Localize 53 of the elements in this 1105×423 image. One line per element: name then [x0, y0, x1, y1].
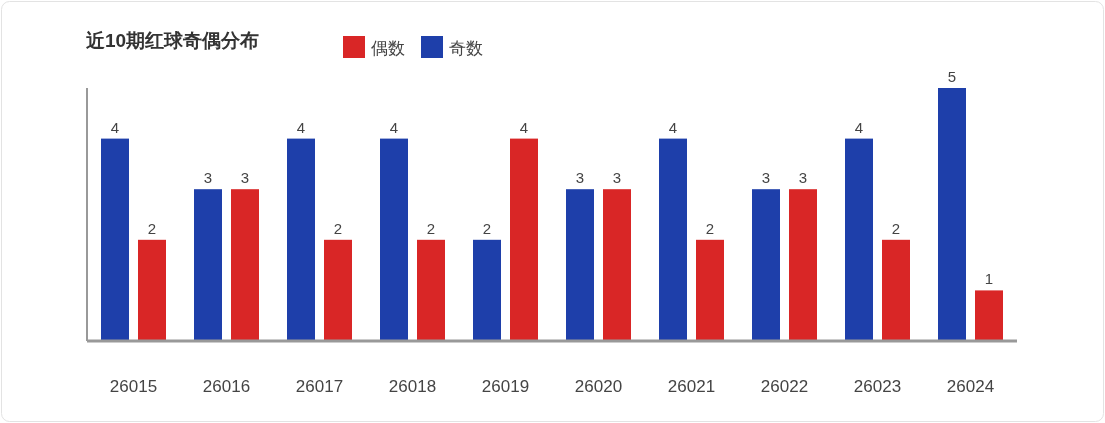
- data-label: 4: [519, 118, 529, 136]
- legend-label: 奇数: [449, 39, 483, 58]
- data-label: 4: [389, 118, 399, 136]
- data-label: 3: [575, 169, 585, 187]
- data-label: 4: [296, 118, 306, 136]
- bar: [752, 189, 780, 341]
- x-tick-label: 26024: [946, 377, 995, 396]
- bar: [845, 138, 873, 341]
- bar: [231, 189, 259, 341]
- data-label: 4: [854, 118, 864, 136]
- bar: [138, 239, 166, 341]
- bar: [194, 189, 222, 341]
- bar: [287, 138, 315, 341]
- bar: [324, 239, 352, 341]
- bar: [566, 189, 594, 341]
- bar: [882, 239, 910, 341]
- data-label: 2: [705, 219, 715, 237]
- data-label: 4: [110, 118, 120, 136]
- x-tick-label: 26018: [388, 377, 437, 396]
- bar: [417, 239, 445, 341]
- x-tick-label: 26022: [760, 377, 809, 396]
- x-tick-label: 26021: [667, 377, 716, 396]
- chart-title: 近10期红球奇偶分布: [85, 30, 260, 51]
- bar: [473, 239, 501, 341]
- data-label: 2: [147, 219, 157, 237]
- data-label: 3: [203, 169, 213, 187]
- x-tick-label: 26016: [202, 377, 251, 396]
- x-tick-label: 26023: [853, 377, 902, 396]
- data-label: 3: [761, 169, 771, 187]
- bar: [380, 138, 408, 341]
- legend-label: 偶数: [371, 39, 405, 58]
- bar: [975, 290, 1003, 341]
- data-label: 2: [482, 219, 492, 237]
- bar: [101, 138, 129, 341]
- data-label: 4: [668, 118, 678, 136]
- data-label: 5: [947, 68, 957, 85]
- x-tick-label: 26017: [295, 377, 344, 396]
- data-label: 2: [891, 219, 901, 237]
- x-tick-label: 26015: [109, 377, 158, 396]
- bar: [603, 189, 631, 341]
- data-label: 2: [333, 219, 343, 237]
- bar: [938, 88, 966, 341]
- data-label: 2: [426, 219, 436, 237]
- bar: [789, 189, 817, 341]
- bar: [510, 138, 538, 341]
- data-label: 3: [240, 169, 250, 187]
- bar: [659, 138, 687, 341]
- data-label: 3: [612, 169, 622, 187]
- x-tick-label: 26019: [481, 377, 530, 396]
- bar: [696, 239, 724, 341]
- data-label: 1: [984, 270, 994, 288]
- data-label: 3: [798, 169, 808, 187]
- x-tick-label: 26020: [574, 377, 623, 396]
